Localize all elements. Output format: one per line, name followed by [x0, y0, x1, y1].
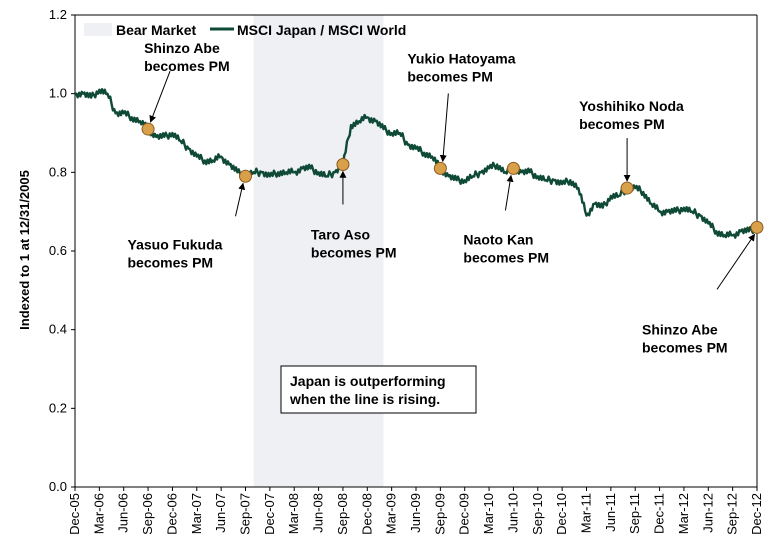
event-label-line2: becomes PM — [128, 254, 214, 270]
event-marker — [336, 157, 350, 171]
x-tick-label: Dec-06 — [164, 493, 179, 535]
x-tick-label: Dec-11 — [652, 493, 667, 534]
legend: Bear Market MSCI Japan / MSCI World — [84, 22, 406, 38]
event-marker — [620, 181, 634, 195]
x-tick-label: Mar-07 — [189, 493, 204, 534]
axes: 0.0 0.2 0.4 0.6 0.8 1.0 1.2 Dec-05 Mar-06 Jun-06 S… — [49, 7, 764, 535]
x-tick-label: Mar-06 — [91, 493, 106, 534]
y-tick-label: 0.4 — [49, 322, 67, 337]
note-box: Japan is outperforming when the line is … — [280, 365, 477, 414]
x-tick-label: Mar-10 — [481, 493, 496, 534]
x-tick-label: Mar-09 — [384, 493, 399, 534]
x-tick-label: Dec-08 — [359, 493, 374, 535]
note-line-1: Japan is outperforming — [290, 373, 446, 389]
y-tick-label: 0.0 — [49, 479, 67, 494]
event-label-line1: Yoshihiko Noda — [579, 98, 684, 114]
event-label-line1: Yukio Hatoyama — [407, 50, 515, 66]
event-label-line1: Taro Aso — [311, 226, 370, 242]
y-axis-label: Indexed to 1 at 12/31/2005 — [17, 170, 32, 330]
x-tick-label: Mar-08 — [286, 493, 301, 534]
y-tick-label: 1.2 — [49, 7, 67, 22]
y-tick-label: 0.6 — [49, 243, 67, 258]
x-tick-label: Jun-06 — [116, 493, 131, 533]
x-tick-label: Sep-08 — [335, 493, 350, 535]
event-label-line2: becomes PM — [407, 68, 493, 84]
event-marker — [433, 161, 447, 175]
event-arrow — [149, 70, 171, 123]
event-arrow — [716, 233, 756, 290]
x-tick-label: Sep-12 — [725, 493, 740, 535]
event-marker — [239, 169, 252, 183]
event-arrow — [439, 93, 449, 163]
event-label-line1: Yasuo Fukuda — [128, 236, 223, 252]
event-arrow — [235, 182, 246, 217]
x-tick-label: Dec-05 — [67, 493, 82, 535]
x-tick-label: Jun-07 — [213, 493, 228, 533]
x-tick-label: Jun-11 — [603, 493, 618, 532]
event-marker — [750, 220, 764, 234]
x-tick-label: Sep-09 — [432, 493, 447, 535]
x-tick-label: Sep-10 — [530, 493, 545, 535]
x-tick-label: Mar-11 — [579, 493, 594, 533]
event-label-line1: Shinzo Abe — [642, 321, 718, 337]
x-tick-label: Sep-07 — [238, 493, 253, 535]
event-label-line2: becomes PM — [144, 58, 230, 74]
y-tick-label: 0.2 — [49, 400, 67, 415]
event-label-line2: becomes PM — [311, 244, 397, 260]
event-marker — [141, 122, 155, 136]
event-label-line1: Naoto Kan — [463, 231, 533, 247]
x-tick-label: Mar-12 — [676, 493, 691, 534]
x-tick-label: Jun-09 — [408, 493, 423, 533]
x-tick-label: Jun-08 — [311, 493, 326, 533]
x-tick-label: Dec-07 — [262, 493, 277, 535]
x-tick-label: Jun-10 — [505, 493, 520, 533]
x-tick-label: Dec-09 — [457, 493, 472, 535]
event-label-line2: becomes PM — [642, 339, 728, 355]
y-tick-label: 1.0 — [49, 86, 67, 101]
event-marker — [506, 161, 520, 175]
series-line — [75, 88, 759, 239]
legend-series-label: MSCI Japan / MSCI World — [237, 22, 406, 38]
legend-bear-label: Bear Market — [116, 22, 196, 38]
x-tick-label: Sep-06 — [140, 493, 155, 535]
event-label-line2: becomes PM — [463, 249, 549, 265]
event-layer: Shinzo Abe becomes PM Yasuo Fukuda becomes … — [128, 40, 764, 355]
x-tick-label: Dec-12 — [749, 493, 764, 535]
event-label-line1: Shinzo Abe — [144, 40, 220, 56]
x-tick-label: Dec-10 — [554, 493, 569, 535]
x-tick-label: Sep-11 — [627, 493, 642, 534]
event-label-line2: becomes PM — [579, 116, 665, 132]
x-tick-label: Jun-12 — [700, 493, 715, 533]
event-arrow — [504, 174, 514, 211]
legend-bear-swatch — [84, 23, 112, 36]
note-box-frame — [280, 365, 477, 414]
series-layer — [75, 88, 759, 239]
y-tick-label: 0.8 — [49, 164, 67, 179]
note-line-2: when the line is rising. — [289, 391, 440, 407]
